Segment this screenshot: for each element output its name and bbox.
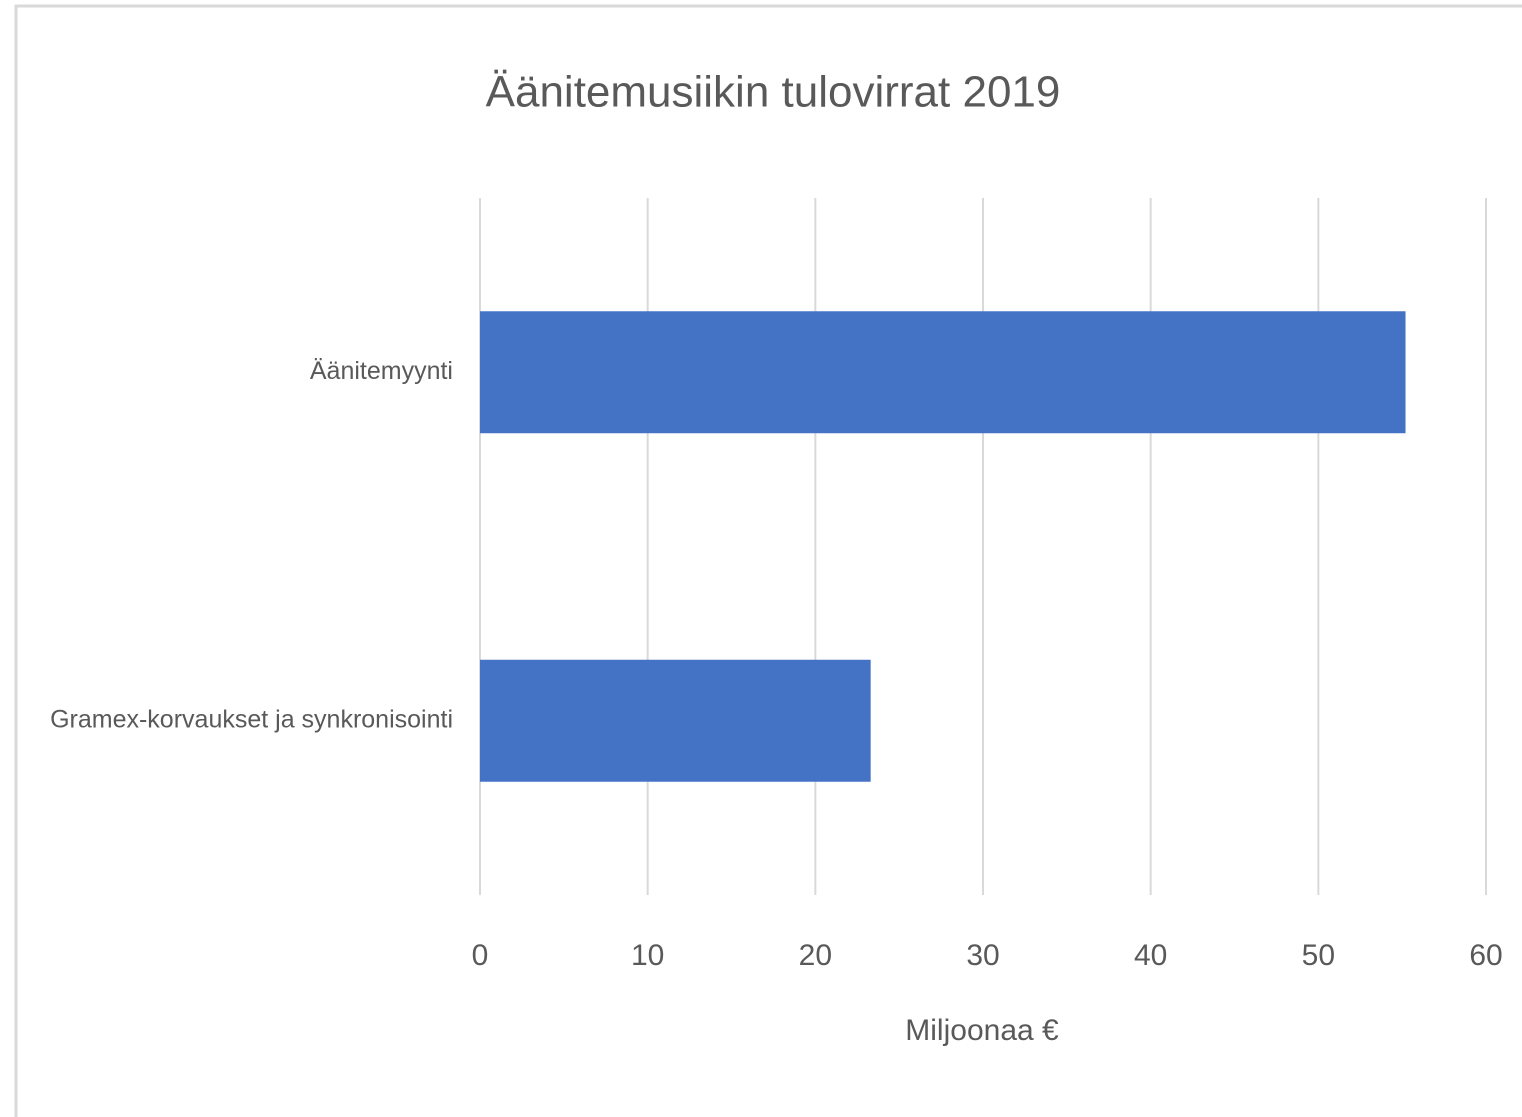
x-tick-label: 40 [1134, 939, 1167, 972]
chart-title: Äänitemusiikin tulovirrat 2019 [486, 68, 1061, 117]
x-tick-label: 30 [966, 939, 999, 972]
x-axis-title: Miljoonaa € [905, 1014, 1059, 1047]
x-tick-label: 50 [1302, 939, 1335, 972]
bar [480, 659, 871, 782]
x-tick-label: 20 [799, 939, 832, 972]
y-tick-label: Äänitemyynti [310, 357, 453, 385]
bar [480, 311, 1406, 434]
x-tick-label: 10 [631, 939, 664, 972]
y-tick-label: Gramex-korvaukset ja synkronisointi [50, 705, 453, 733]
x-tick-label: 0 [472, 939, 489, 972]
chart-frame [14, 4, 1522, 1117]
x-tick-label: 60 [1469, 939, 1502, 972]
